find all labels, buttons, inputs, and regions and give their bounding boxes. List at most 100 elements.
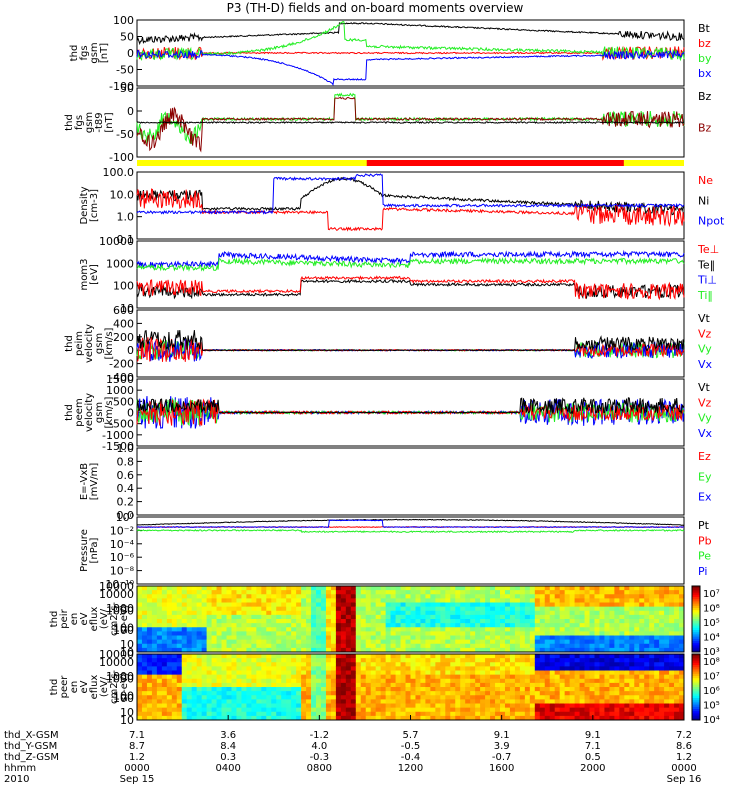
spectrogram-cell <box>679 590 685 595</box>
spectrogram-cell <box>529 590 536 595</box>
spectrogram-cell <box>191 631 198 636</box>
spectrogram-cell <box>514 658 521 663</box>
spectrogram-cell <box>186 598 193 603</box>
spectrogram-cell <box>465 631 471 636</box>
spectrogram-cell <box>674 687 680 692</box>
spectrogram-cell <box>271 654 277 659</box>
spectrogram-cell <box>460 699 466 704</box>
spectrogram-cell <box>579 639 585 645</box>
spectrogram-cell <box>529 670 536 676</box>
spectrogram-cell <box>495 678 501 684</box>
spectrogram-cell <box>221 610 227 616</box>
spectrogram-cell <box>286 631 292 636</box>
spectrogram-cell <box>335 590 342 595</box>
spectrogram-cell <box>350 590 357 595</box>
spectrogram-cell <box>375 598 382 603</box>
spectrogram-cell <box>301 670 307 676</box>
spectrogram-cell <box>256 666 262 671</box>
spectrogram-cell <box>450 590 456 595</box>
spectrogram-cell <box>370 666 377 671</box>
spectrogram-cell <box>639 658 645 663</box>
spectrogram-cell <box>335 662 342 667</box>
spectrogram-cell <box>211 666 217 671</box>
spectrogram-cell <box>320 623 327 628</box>
spectrogram-cell <box>529 647 536 653</box>
spectrogram-cell <box>161 654 168 659</box>
spectrogram-cell <box>445 635 451 641</box>
spectrogram-cell <box>554 594 561 599</box>
spectrogram-cell <box>460 662 466 667</box>
spectrogram-cell <box>365 606 372 612</box>
spectrogram-cell <box>246 627 252 632</box>
spectrogram-cell <box>156 699 163 704</box>
spectrogram-cell <box>559 602 566 608</box>
spectrogram-cell <box>495 715 501 721</box>
spectrogram-cell <box>659 598 665 603</box>
spectrogram-cell <box>390 647 396 653</box>
spectrogram-cell <box>365 695 372 700</box>
ytick-label: 10 <box>120 302 134 315</box>
spectrogram-cell <box>166 602 173 608</box>
spectrogram-cell <box>286 623 292 628</box>
spectrogram-cell <box>584 602 590 608</box>
spectrogram-cell <box>261 606 267 612</box>
spectrogram-cell <box>514 614 521 620</box>
spectrogram-cell <box>549 715 556 721</box>
spectrogram-cell <box>271 695 277 700</box>
colorbar-cell <box>692 630 700 633</box>
spectrogram-cell <box>201 602 208 608</box>
spectrogram-cell <box>176 610 183 616</box>
spectrogram-cell <box>276 598 282 603</box>
spectrogram-cell <box>345 598 352 603</box>
spectrogram-cell <box>574 711 580 717</box>
spectrogram-cell <box>579 594 585 599</box>
spectrogram-cell <box>599 635 605 641</box>
spectrogram-cell <box>519 606 526 612</box>
spectrogram-cell <box>504 699 511 704</box>
spectrogram-cell <box>146 602 153 608</box>
spectrogram-cell <box>594 674 600 680</box>
spectrogram-cell <box>619 666 625 671</box>
spectrogram-cell <box>236 674 242 680</box>
colorbar-cell <box>692 695 700 699</box>
spectrogram-cell <box>236 682 242 688</box>
spectrogram-cell <box>325 682 332 688</box>
spectrogram-cell <box>485 666 491 671</box>
spectrogram-cell <box>579 682 585 688</box>
spectrogram-cell <box>171 687 178 692</box>
spectrogram-cell <box>569 715 575 721</box>
spectrogram-cell <box>311 658 317 663</box>
spectrogram-cell <box>365 691 372 696</box>
spectrogram-cell <box>619 691 625 696</box>
ylabel-line: thd <box>49 679 60 696</box>
spectrogram-cell <box>490 654 496 659</box>
spectrogram-cell <box>350 643 357 649</box>
spectrogram-cell <box>316 606 322 612</box>
spectrogram-cell <box>385 631 392 636</box>
spectrogram-cell <box>335 715 342 721</box>
spectrogram-cell <box>306 631 312 636</box>
ytick-label: 500 <box>113 395 134 408</box>
spectrogram-cell <box>221 654 227 659</box>
spectrogram-cell <box>455 647 461 653</box>
spectrogram-cell <box>390 658 396 663</box>
spectrogram-cell <box>500 695 506 700</box>
ytick-label: 100 <box>113 14 134 27</box>
spectrogram-cell <box>380 594 387 599</box>
spectrogram-cell <box>559 678 566 684</box>
spectrogram-cell <box>196 674 203 680</box>
spectrogram-cell <box>350 699 357 704</box>
spectrogram-cell <box>425 598 431 603</box>
spectrogram-cell <box>405 647 411 653</box>
spectrogram-cell <box>509 682 516 688</box>
spectrogram-cell <box>524 586 531 591</box>
spectrogram-cell <box>450 674 456 680</box>
spectrogram-cell <box>574 606 580 612</box>
spectrogram-cell <box>549 590 556 595</box>
spectrogram-cell <box>400 707 406 713</box>
ylabel-line: thd <box>64 404 75 421</box>
spectrogram-cell <box>311 699 317 704</box>
xtick-label: 4.0 <box>311 741 327 752</box>
spectrogram-cell <box>679 662 685 667</box>
spectrogram-cell <box>509 674 516 680</box>
